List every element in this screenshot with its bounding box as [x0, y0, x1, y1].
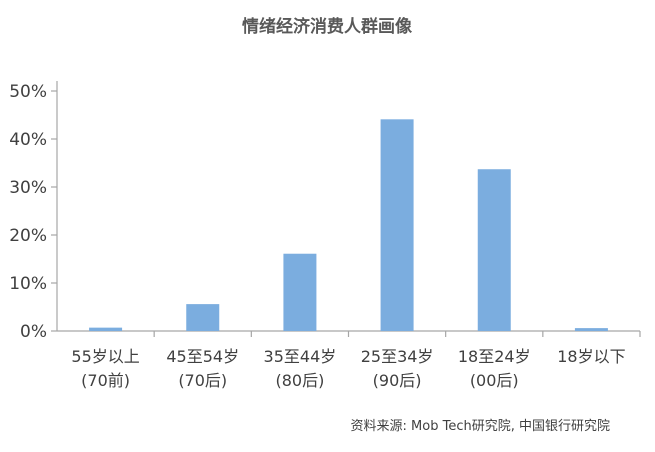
bars — [89, 119, 608, 331]
bar — [380, 119, 414, 331]
x-category-label: (70后) — [178, 371, 227, 390]
x-category-label: 18岁以下 — [557, 347, 625, 366]
bar — [89, 327, 123, 331]
x-category-label: 55岁以上 — [71, 347, 139, 366]
bar — [186, 304, 220, 331]
x-category-label: 25至34岁 — [361, 347, 434, 366]
y-tick-label: 20% — [9, 226, 47, 246]
source-note: 资料来源: Mob Tech研究院, 中国银行研究院 — [351, 419, 610, 434]
bar — [283, 253, 317, 331]
x-category-label: 18至24岁 — [458, 347, 531, 366]
x-category-label: 45至54岁 — [166, 347, 239, 366]
y-tick-label: 10% — [9, 274, 47, 294]
x-category-label: (70前) — [81, 371, 130, 390]
chart-title: 情绪经济消费人群画像 — [242, 16, 413, 37]
x-category-label: 35至44岁 — [264, 347, 337, 366]
axis-labels: 0% 10% 20% 30% 40% 50% 55岁以上 (70前) 45至54岁 (70后) 35… — [9, 82, 625, 390]
bar — [477, 169, 511, 331]
bar — [574, 328, 608, 331]
x-category-label: (90后) — [373, 371, 422, 390]
y-tick-label: 40% — [9, 130, 47, 150]
y-tick-label: 50% — [9, 82, 47, 102]
y-tick-label: 30% — [9, 178, 47, 198]
x-category-label: (00后) — [470, 371, 519, 390]
x-category-label: (80后) — [275, 371, 324, 390]
axes — [51, 81, 641, 337]
y-tick-label: 0% — [20, 322, 47, 342]
